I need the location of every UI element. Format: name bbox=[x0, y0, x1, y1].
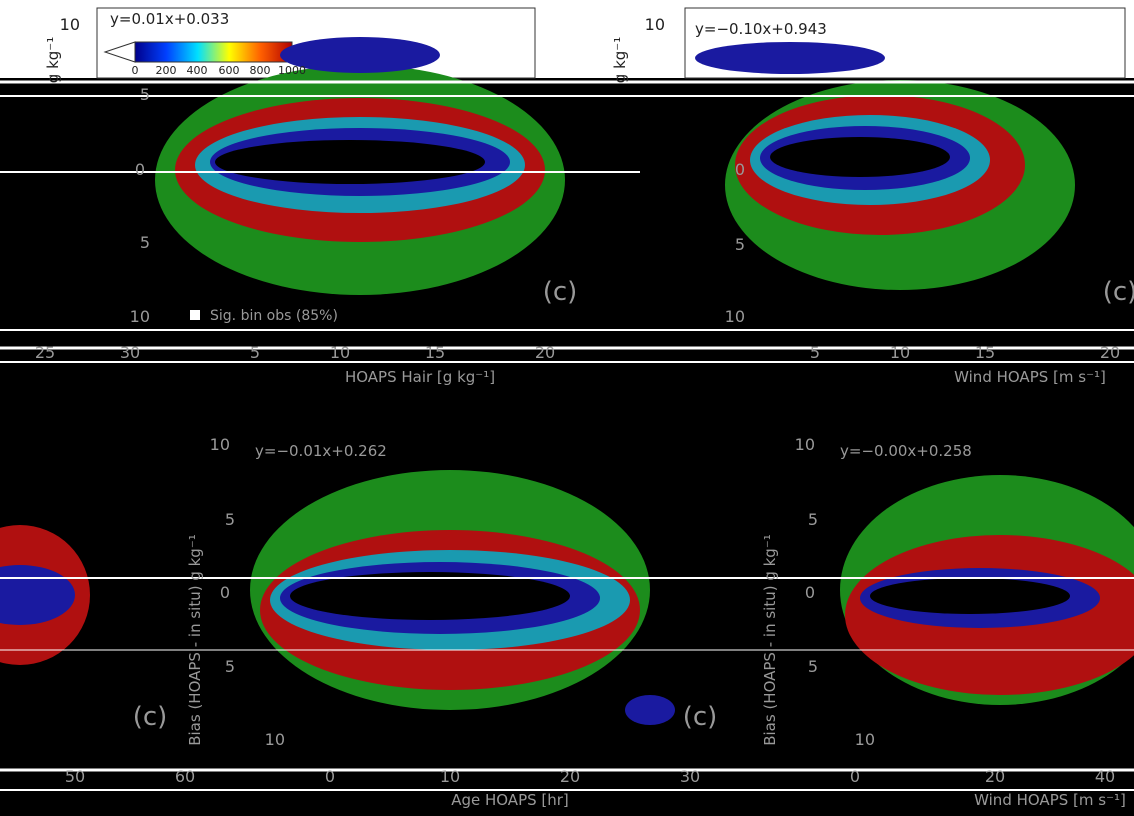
y-tick-label: 10 bbox=[210, 435, 230, 454]
y-tick-label: 5 bbox=[225, 657, 235, 676]
colorbar-tick: 0 bbox=[132, 64, 139, 77]
y-tick-label: 0 bbox=[220, 583, 230, 602]
equation: y=0.01x+0.033 bbox=[110, 10, 229, 28]
x-tick-label: 20 bbox=[560, 767, 580, 786]
figure: 02004006008001000y=0.01x+0.03310g kg⁻¹50… bbox=[0, 0, 1134, 816]
x-tick-label: 10 bbox=[890, 343, 910, 362]
y-tick-label: 10 bbox=[855, 730, 875, 749]
x-tick-label: 30 bbox=[120, 343, 140, 362]
y-tick-label: 5 bbox=[735, 235, 745, 254]
y-tick-label: 5 bbox=[140, 85, 150, 104]
x-tick-label: 5 bbox=[810, 343, 820, 362]
legend-label: Sig. bin obs (85%) bbox=[210, 308, 338, 324]
x-tick-label: 20 bbox=[535, 343, 555, 362]
x-tick-label: 20 bbox=[1100, 343, 1120, 362]
colorbar-tick: 800 bbox=[250, 64, 271, 77]
x-tick-label: 15 bbox=[425, 343, 445, 362]
x-tick-label: 20 bbox=[985, 767, 1005, 786]
x-axis-label: HOAPS Hair [g kg⁻¹] bbox=[345, 368, 495, 386]
equation: y=−0.00x+0.258 bbox=[840, 442, 972, 460]
y-tick-label: 10 bbox=[60, 15, 80, 34]
y-tick-label: 5 bbox=[225, 510, 235, 529]
colorbar-tick: 1000 bbox=[278, 64, 306, 77]
x-tick-label: 25 bbox=[35, 343, 55, 362]
panel-label: (c) bbox=[1103, 277, 1134, 307]
x-tick-label: 5 bbox=[250, 343, 260, 362]
y-tick-label: 10 bbox=[130, 307, 150, 326]
x-tick-label: 0 bbox=[325, 767, 335, 786]
legend-marker bbox=[190, 310, 200, 320]
x-tick-label: 10 bbox=[330, 343, 350, 362]
panel-label: (c) bbox=[543, 277, 578, 307]
y-tick-label: 5 bbox=[808, 510, 818, 529]
y-tick-label: 0 bbox=[135, 160, 145, 179]
x-axis-label: Wind HOAPS [m s⁻¹] bbox=[954, 368, 1106, 386]
x-axis-label: Age HOAPS [hr] bbox=[451, 791, 569, 809]
equation: y=−0.10x+0.943 bbox=[695, 20, 827, 38]
y-axis-label: g kg⁻¹ bbox=[611, 37, 629, 83]
y-tick-label: 0 bbox=[805, 583, 815, 602]
y-tick-label: 0 bbox=[735, 160, 745, 179]
equation: y=−0.01x+0.262 bbox=[255, 442, 387, 460]
x-tick-label: 10 bbox=[440, 767, 460, 786]
x-tick-label: 30 bbox=[680, 767, 700, 786]
panel-label: (c) bbox=[683, 702, 718, 732]
x-tick-label: 40 bbox=[1095, 767, 1115, 786]
x-tick-label: 0 bbox=[850, 767, 860, 786]
page: 02004006008001000y=0.01x+0.03310g kg⁻¹50… bbox=[0, 0, 1134, 816]
y-tick-label: 10 bbox=[795, 435, 815, 454]
x-tick-label: 15 bbox=[975, 343, 995, 362]
y-axis-label: g kg⁻¹ bbox=[44, 37, 62, 83]
y-axis-label: Bias (HOAPS - in situ) g kg⁻¹ bbox=[761, 534, 779, 746]
y-tick-label: 5 bbox=[808, 657, 818, 676]
y-tick-label: 5 bbox=[140, 233, 150, 252]
colorbar-tick: 400 bbox=[187, 64, 208, 77]
colorbar bbox=[135, 42, 292, 62]
y-tick-label: 10 bbox=[725, 307, 745, 326]
colorbar-tick: 200 bbox=[156, 64, 177, 77]
y-axis-label: Bias (HOAPS - in situ) g kg⁻¹ bbox=[186, 534, 204, 746]
y-tick-label: 10 bbox=[265, 730, 285, 749]
x-axis-label: Wind HOAPS [m s⁻¹] bbox=[974, 791, 1126, 809]
colorbar-tick: 600 bbox=[219, 64, 240, 77]
x-tick-label: 60 bbox=[175, 767, 195, 786]
panel-label: (c) bbox=[133, 702, 168, 732]
y-tick-label: 10 bbox=[645, 15, 665, 34]
x-tick-label: 50 bbox=[65, 767, 85, 786]
